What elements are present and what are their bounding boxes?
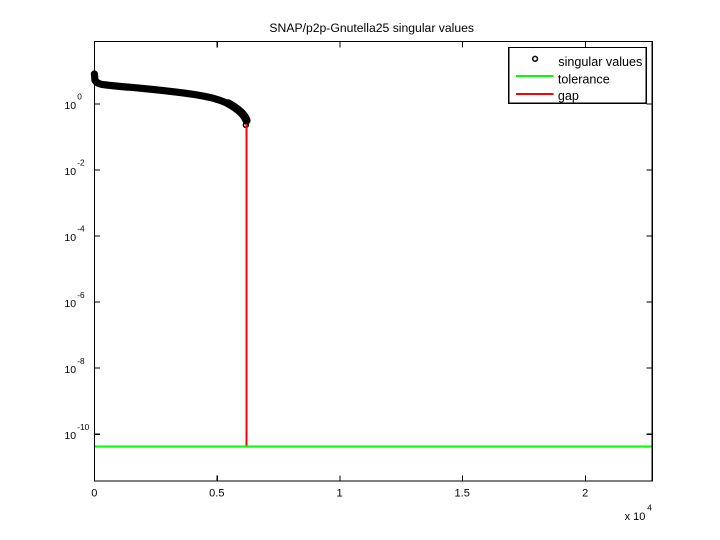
- svg-text:tolerance: tolerance: [558, 72, 610, 86]
- svg-text:10: 10: [64, 430, 76, 442]
- svg-text:0: 0: [77, 92, 82, 102]
- svg-text:-4: -4: [77, 224, 85, 234]
- svg-text:10: 10: [64, 100, 76, 112]
- svg-text:2: 2: [582, 488, 588, 500]
- svg-text:singular values: singular values: [558, 55, 642, 69]
- svg-text:gap: gap: [558, 89, 579, 103]
- svg-text:1: 1: [336, 488, 342, 500]
- svg-text:4: 4: [647, 502, 652, 512]
- svg-text:x 10: x 10: [625, 511, 646, 523]
- svg-text:1.5: 1.5: [455, 488, 470, 500]
- svg-text:-6: -6: [77, 290, 85, 300]
- svg-text:-8: -8: [77, 356, 85, 366]
- svg-text:10: 10: [64, 298, 76, 310]
- svg-text:-2: -2: [77, 158, 85, 168]
- svg-text:0: 0: [91, 488, 97, 500]
- svg-text:SNAP/p2p-Gnutella25 singular v: SNAP/p2p-Gnutella25 singular values: [269, 21, 474, 35]
- svg-text:0.5: 0.5: [209, 488, 224, 500]
- svg-text:10: 10: [64, 232, 76, 244]
- svg-text:-10: -10: [77, 422, 89, 432]
- svg-text:10: 10: [64, 364, 76, 376]
- svg-text:10: 10: [64, 166, 76, 178]
